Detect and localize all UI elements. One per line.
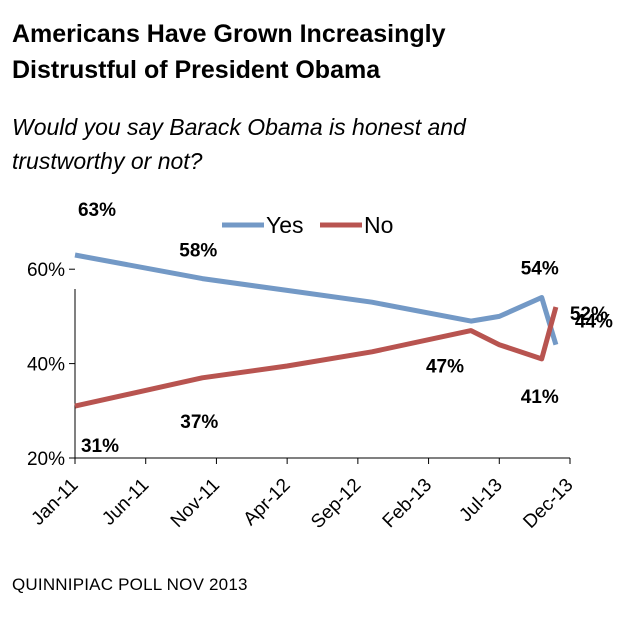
x-tick-label: Jan-11 (28, 475, 83, 530)
x-tick-label: Jun-11 (98, 475, 153, 530)
data-label: 31% (81, 436, 119, 457)
x-tick-label: Jul-13 (455, 475, 506, 526)
chart-subtitle-line-2: trustworthy or not? (12, 148, 203, 174)
x-tick-label: Feb-13 (379, 475, 436, 532)
chart-subtitle: Would you say Barack Obama is honest and… (12, 110, 612, 178)
x-tick-label: Dec-13 (519, 475, 577, 533)
chart-title: Americans Have Grown Increasingly Distru… (12, 16, 612, 88)
data-label: 63% (78, 200, 116, 221)
chart-title-line-1: Americans Have Grown Increasingly (12, 20, 446, 48)
data-label: 44% (575, 312, 613, 333)
series-line-no (74, 306, 559, 409)
data-label: 41% (521, 387, 559, 408)
chart-title-line-2: Distrustful of President Obama (12, 56, 381, 84)
x-tick-label: Sep-12 (307, 475, 365, 533)
source-note: QUINNIPIAC POLL NOV 2013 (12, 575, 248, 594)
data-label: 58% (179, 241, 217, 262)
y-tick-label: 60% (27, 260, 65, 281)
legend-label-yes: Yes (266, 212, 304, 238)
y-tick-label: 20% (27, 449, 65, 470)
data-label: 52% (570, 304, 608, 325)
x-tick-label: Nov-11 (167, 475, 224, 532)
x-tick-label: Apr-12 (240, 475, 295, 530)
data-label: 54% (521, 259, 559, 280)
legend-label-no: No (364, 212, 393, 238)
series-line-yes (74, 252, 559, 346)
y-tick-label: 40% (27, 355, 65, 376)
data-label: 47% (426, 357, 464, 378)
chart-subtitle-line-1: Would you say Barack Obama is honest and (12, 114, 466, 140)
data-label: 37% (180, 412, 218, 433)
